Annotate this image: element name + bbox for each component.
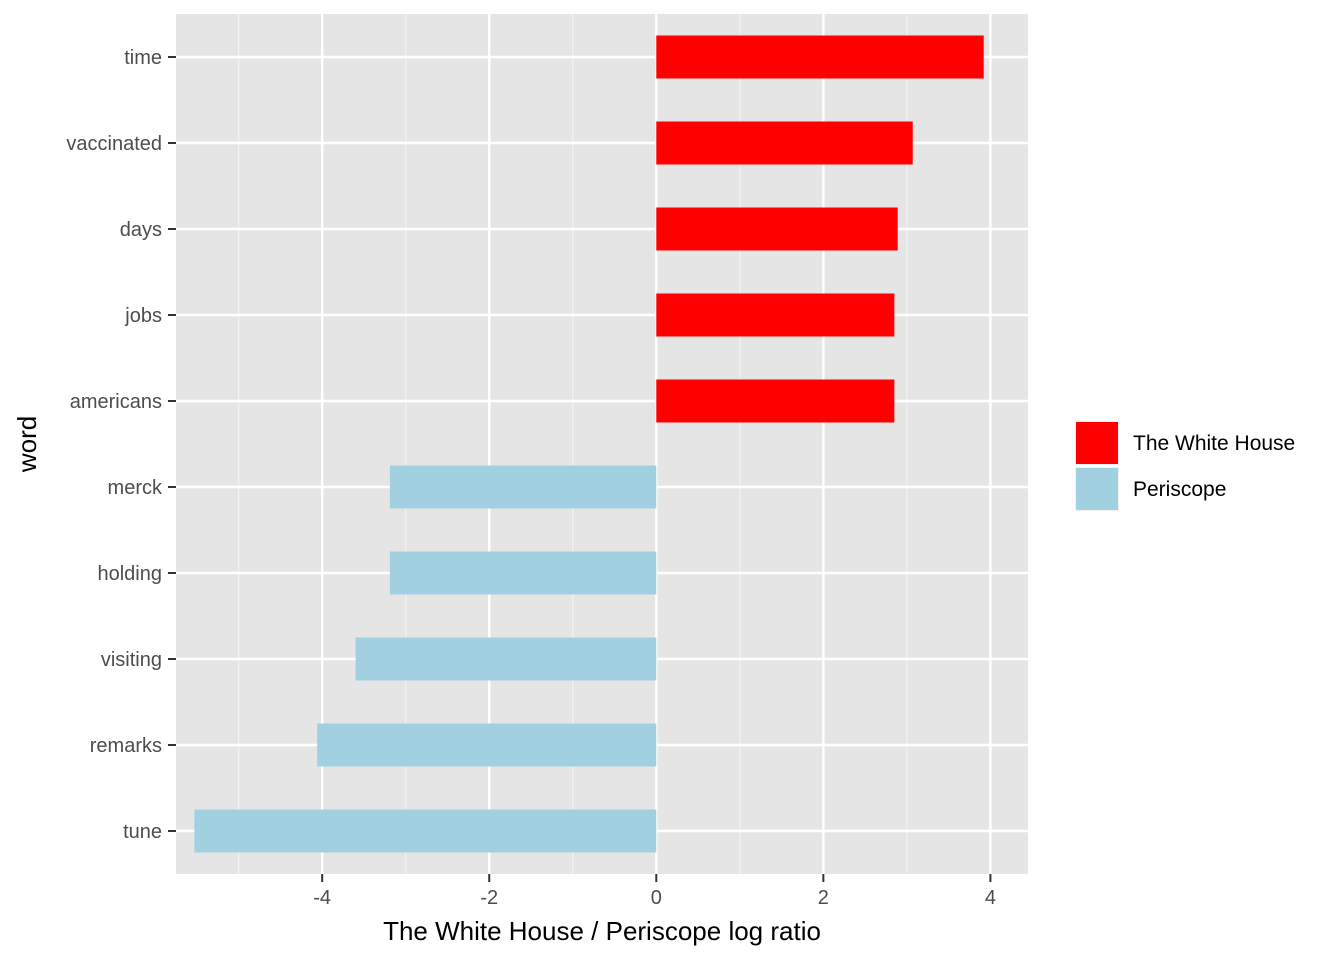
- y-tick-label: holding: [97, 563, 162, 585]
- y-tick-label: days: [120, 219, 162, 241]
- bar-days: [656, 207, 898, 251]
- x-axis-title: The White House / Periscope log ratio: [383, 916, 821, 946]
- x-tick-label: -2: [480, 887, 498, 909]
- legend-swatch: [1076, 422, 1118, 464]
- y-tick-label: americans: [70, 391, 162, 413]
- bar-holding: [389, 551, 657, 595]
- y-tick-label: visiting: [101, 649, 162, 671]
- bar-merck: [389, 465, 657, 509]
- y-tick-label: jobs: [124, 305, 162, 327]
- x-axis: -4 -2 0 2 4: [313, 874, 996, 909]
- legend-label: The White House: [1133, 432, 1295, 455]
- y-axis-title: word: [12, 416, 42, 473]
- x-tick-label: 0: [651, 887, 662, 909]
- bar-time: [656, 35, 984, 79]
- y-tick-label: tune: [123, 821, 162, 843]
- y-tick-label: vaccinated: [66, 133, 162, 155]
- legend-label: Periscope: [1133, 478, 1226, 501]
- bar-remarks: [317, 723, 657, 767]
- x-tick-label: -4: [313, 887, 331, 909]
- y-tick-label: remarks: [90, 735, 162, 757]
- y-tick-label: time: [124, 47, 162, 69]
- legend-swatch: [1076, 468, 1118, 510]
- x-tick-label: 2: [818, 887, 829, 909]
- bar-tune: [194, 809, 657, 853]
- bar-americans: [656, 379, 895, 423]
- x-tick-label: 4: [985, 887, 996, 909]
- bar-vaccinated: [656, 121, 913, 165]
- bar-jobs: [656, 293, 895, 337]
- y-axis: time vaccinated days jobs americans merck hold…: [66, 47, 176, 843]
- legend: The White House Periscope: [1075, 421, 1295, 511]
- y-tick-label: merck: [108, 477, 163, 499]
- bar-visiting: [355, 637, 657, 681]
- bars: [194, 35, 984, 853]
